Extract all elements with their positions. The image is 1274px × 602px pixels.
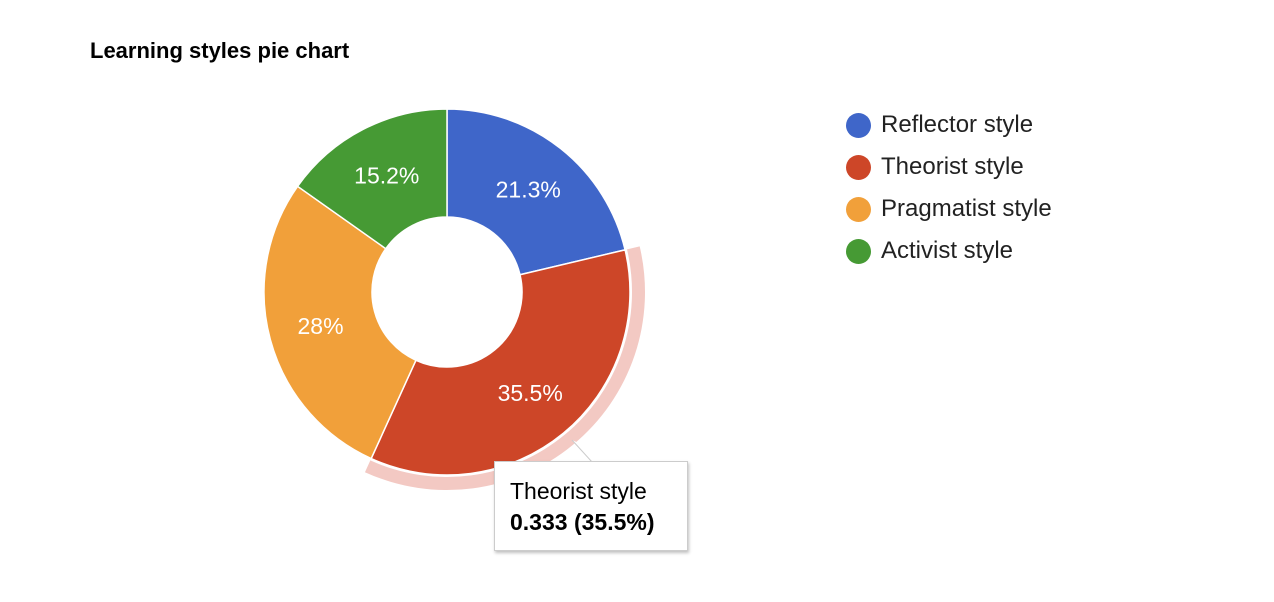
tooltip-slice-name: Theorist style: [510, 478, 647, 504]
legend-item-pragmatist[interactable]: Pragmatist style: [846, 188, 1052, 230]
slice-label-theorist: 35.5%: [498, 380, 563, 406]
tooltip-pointer: [571, 439, 620, 463]
slice-label-activist: 15.2%: [354, 163, 419, 189]
legend-item-activist[interactable]: Activist style: [846, 230, 1052, 272]
slice-tooltip: Theorist style 0.333 (35.5%): [494, 461, 688, 551]
legend-item-reflector[interactable]: Reflector style: [846, 104, 1052, 146]
legend-label-pragmatist: Pragmatist style: [881, 195, 1052, 222]
legend-label-activist: Activist style: [881, 237, 1014, 264]
pie-slice-reflector[interactable]: [446, 108, 626, 276]
tooltip-slice-value: 0.333 (35.5%): [510, 509, 655, 535]
slice-label-pragmatist: 28%: [298, 313, 344, 339]
legend-swatch-reflector: [846, 112, 871, 138]
legend: Reflector style Theorist style Pragmatis…: [846, 104, 1052, 272]
legend-swatch-pragmatist: [846, 196, 871, 222]
legend-swatch-activist: [846, 238, 871, 264]
legend-swatch-theorist: [846, 154, 871, 180]
pie-slice-theorist[interactable]: [370, 248, 631, 476]
legend-label-reflector: Reflector style: [881, 111, 1034, 138]
chart-title: Learning styles pie chart: [90, 38, 350, 63]
legend-label-theorist: Theorist style: [881, 153, 1024, 180]
legend-item-theorist[interactable]: Theorist style: [846, 146, 1052, 188]
pie-slice-activist[interactable]: [296, 108, 448, 250]
slice-highlight-theorist: [364, 246, 645, 490]
slice-label-reflector: 21.3%: [496, 176, 561, 202]
pie-slice-pragmatist[interactable]: [263, 185, 417, 460]
